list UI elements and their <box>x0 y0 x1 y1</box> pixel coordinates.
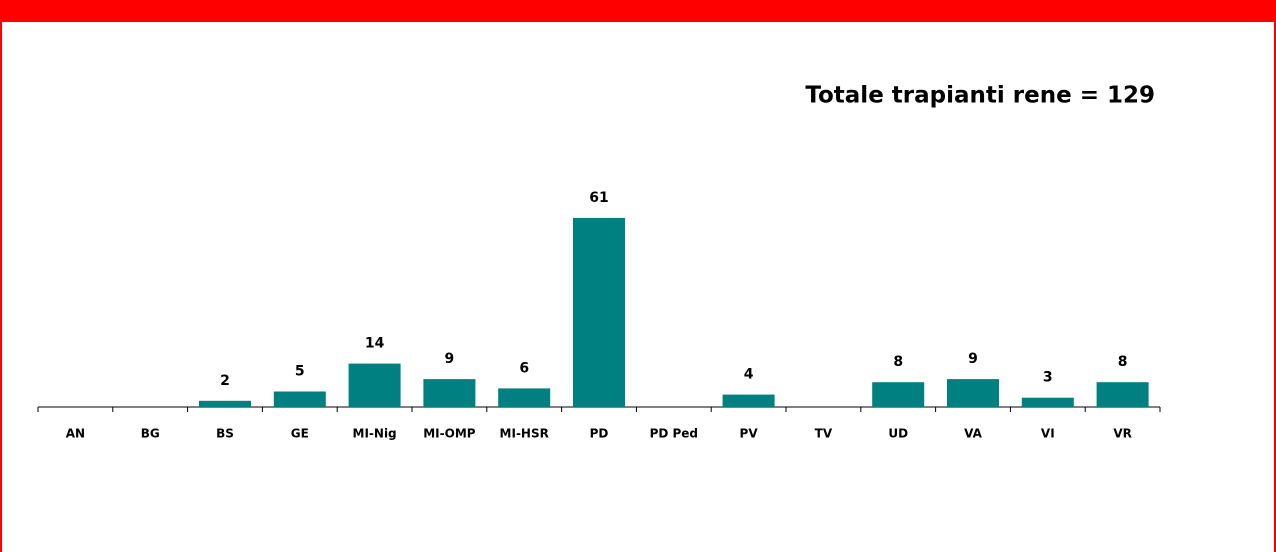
x-tick-label: AN <box>66 427 85 441</box>
x-tick-label: UD <box>888 427 908 441</box>
value-label: 9 <box>968 351 978 367</box>
bar <box>199 400 251 407</box>
x-tick-label: VI <box>1041 427 1055 441</box>
value-label: 2 <box>220 373 230 389</box>
value-label: 61 <box>589 190 608 206</box>
x-tick-label: PD <box>590 427 609 441</box>
x-tick-label: BG <box>141 427 160 441</box>
bar <box>947 379 999 407</box>
x-tick-label: GE <box>291 427 309 441</box>
bar <box>498 388 551 407</box>
frame-right <box>1274 0 1276 552</box>
bar <box>273 391 326 407</box>
x-tick-label: PV <box>740 427 759 441</box>
value-label: 5 <box>295 364 305 380</box>
value-label: 4 <box>744 367 754 383</box>
bar <box>423 379 476 407</box>
value-label: 8 <box>893 354 903 370</box>
x-tick-label: MI-HSR <box>500 427 549 441</box>
x-tick-label: VR <box>1113 427 1132 441</box>
bar <box>1021 397 1074 407</box>
value-label: 14 <box>365 336 385 352</box>
value-label: 8 <box>1118 354 1128 370</box>
bar <box>573 217 625 407</box>
x-tick-label: VA <box>964 427 982 441</box>
bar <box>722 394 775 407</box>
value-label: 3 <box>1043 370 1053 386</box>
frame-left <box>0 0 2 552</box>
chart-title: Totale trapianti rene = 129 <box>805 83 1155 109</box>
frame-top <box>0 0 1276 22</box>
value-label: 6 <box>519 360 529 376</box>
x-tick-label: MI-OMP <box>423 427 476 441</box>
bar <box>872 382 925 407</box>
x-tick-label: MI-Nig <box>353 427 397 441</box>
x-tick-label: TV <box>815 427 833 441</box>
bar <box>1096 382 1149 407</box>
bar <box>348 363 401 407</box>
x-tick-label: PD Ped <box>650 427 698 441</box>
value-label: 9 <box>445 351 455 367</box>
x-tick-label: BS <box>216 427 234 441</box>
